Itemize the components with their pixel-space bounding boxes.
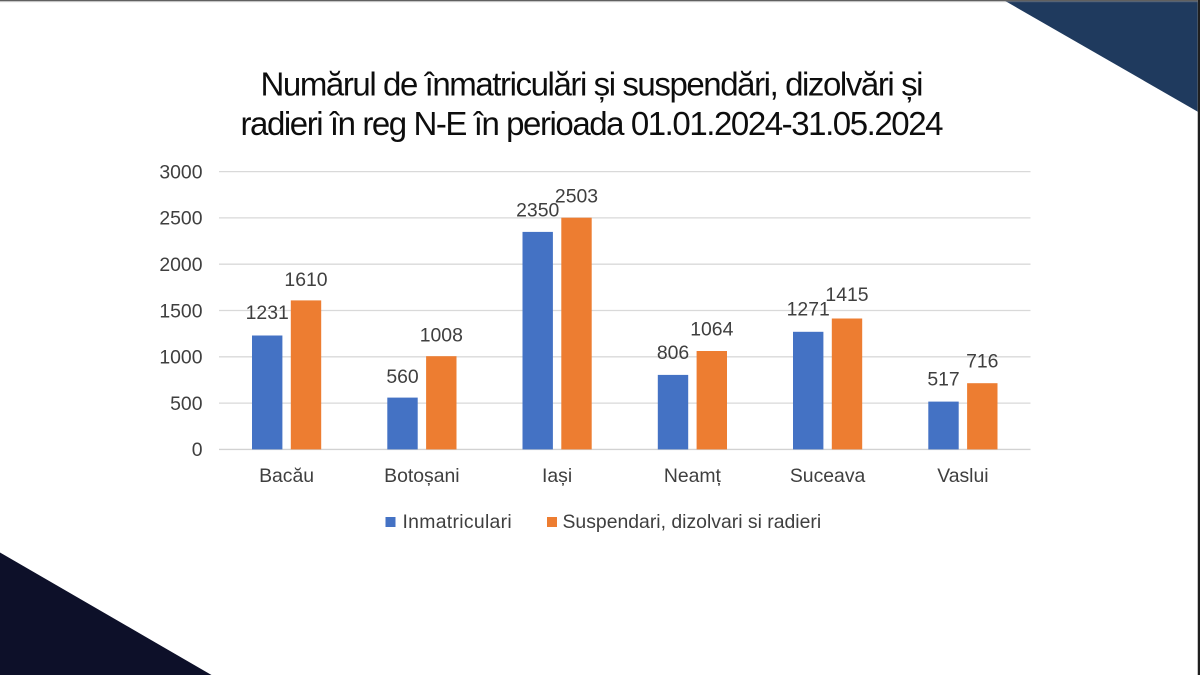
svg-text:2350: 2350	[516, 200, 559, 222]
svg-text:2503: 2503	[555, 185, 598, 207]
svg-text:Suspendari, dizolvari si radie: Suspendari, dizolvari si radieri	[563, 511, 822, 533]
svg-text:2500: 2500	[159, 208, 202, 230]
svg-text:radieri în reg N-E în perioada: radieri în reg N-E în perioada 01.01.202…	[241, 105, 944, 142]
svg-text:1008: 1008	[420, 324, 463, 346]
svg-text:1000: 1000	[159, 347, 202, 369]
svg-text:Inmatriculari: Inmatriculari	[403, 511, 513, 533]
svg-text:Vaslui: Vaslui	[937, 465, 988, 487]
svg-text:560: 560	[386, 366, 419, 388]
svg-text:Numărul de înmatriculări și su: Numărul de înmatriculări și suspendări, …	[261, 66, 924, 103]
svg-text:1500: 1500	[159, 300, 202, 322]
svg-text:Suceava: Suceava	[790, 465, 866, 487]
svg-text:1271: 1271	[787, 299, 830, 321]
svg-text:2000: 2000	[159, 254, 202, 276]
svg-text:Botoșani: Botoșani	[384, 465, 459, 487]
svg-text:3000: 3000	[159, 161, 202, 183]
svg-text:806: 806	[657, 342, 689, 364]
svg-text:716: 716	[966, 350, 998, 372]
svg-text:0: 0	[192, 439, 203, 461]
svg-text:1610: 1610	[284, 269, 327, 291]
svg-text:Iași: Iași	[542, 465, 572, 487]
svg-text:Neamț: Neamț	[664, 465, 722, 487]
svg-text:1415: 1415	[825, 284, 868, 306]
svg-text:Bacău: Bacău	[259, 465, 314, 487]
svg-text:517: 517	[927, 368, 959, 390]
svg-text:500: 500	[170, 393, 203, 415]
svg-text:1231: 1231	[246, 302, 289, 324]
svg-text:1064: 1064	[690, 318, 733, 340]
